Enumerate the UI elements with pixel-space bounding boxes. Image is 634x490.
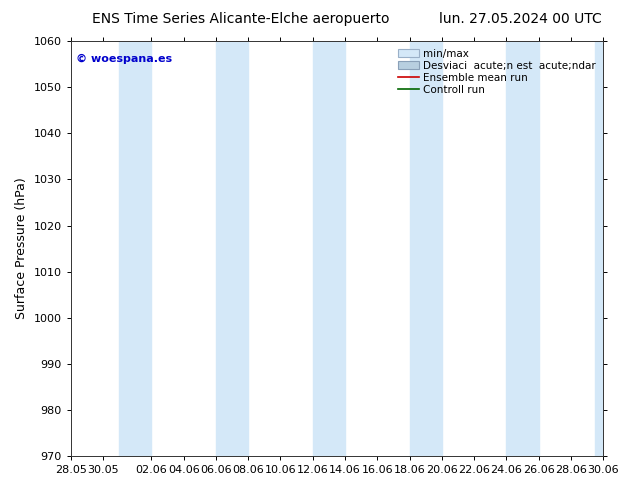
Text: © woespana.es: © woespana.es [76, 54, 172, 64]
Legend: min/max, Desviaci  acute;n est  acute;ndar, Ensemble mean run, Controll run: min/max, Desviaci acute;n est acute;ndar… [395, 46, 599, 98]
Bar [313, 41, 345, 456]
Bar [507, 41, 539, 456]
Text: ENS Time Series Alicante-Elche aeropuerto: ENS Time Series Alicante-Elche aeropuert… [92, 12, 390, 26]
Y-axis label: Surface Pressure (hPa): Surface Pressure (hPa) [15, 178, 28, 319]
Bar [216, 41, 248, 456]
Bar [410, 41, 442, 456]
Bar [595, 41, 628, 456]
Text: lun. 27.05.2024 00 UTC: lun. 27.05.2024 00 UTC [439, 12, 601, 26]
Bar [119, 41, 152, 456]
